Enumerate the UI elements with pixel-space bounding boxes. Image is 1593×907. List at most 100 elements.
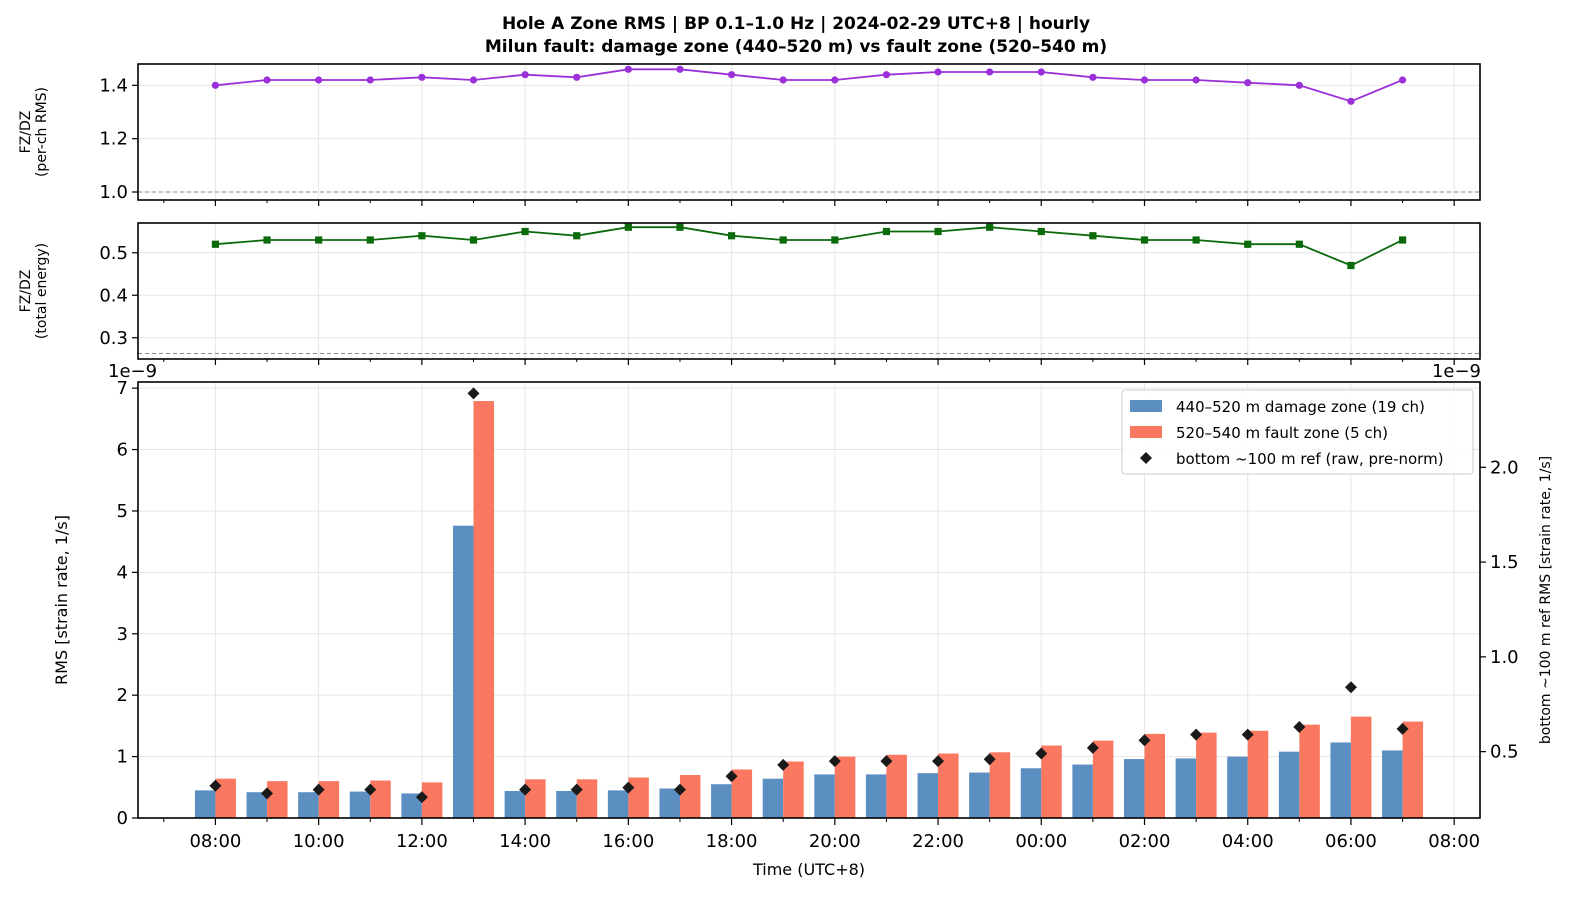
legend-marker-reference	[1140, 452, 1152, 464]
top-panel-point-5	[469, 76, 478, 84]
damage-zone-bar-13	[865, 774, 887, 818]
middle-panel-point-17	[1089, 232, 1097, 240]
fault-zone-bar-18	[1144, 733, 1165, 818]
middle-panel-point-3	[366, 236, 374, 244]
middle-panel-ytick-label-1: 0.4	[99, 285, 128, 306]
damage-zone-bar-3	[349, 791, 371, 818]
top-panel-point-8	[624, 65, 632, 73]
damage-zone-bar-2	[298, 792, 319, 818]
damage-zone-bar-12	[814, 774, 835, 818]
bottom-xtick-label-10: 04:00	[1222, 831, 1274, 852]
reference-point-23	[1396, 722, 1409, 735]
reference-point-13	[880, 755, 893, 768]
middle-panel-point-7	[573, 232, 581, 240]
middle-panel-point-19	[1192, 236, 1200, 244]
middle-panel-point-23	[1398, 236, 1407, 244]
middle-panel-point-10	[727, 232, 736, 240]
middle-panel-point-8	[624, 223, 632, 231]
bottom-ytick-label-7: 7	[117, 378, 128, 399]
damage-zone-bar-16	[1020, 768, 1042, 818]
reference-point-10	[725, 770, 738, 783]
middle-panel-series-line	[215, 226, 1403, 267]
middle-panel-point-2	[315, 236, 323, 244]
reference-point-15	[983, 753, 996, 766]
top-panel-point-10	[727, 71, 736, 79]
middle-panel-frame	[137, 222, 1481, 360]
damage-zone-bar-9	[659, 788, 680, 818]
y-axis-label: RMS [strain rate, 1/s]	[52, 515, 71, 685]
damage-zone-bar-4	[401, 793, 422, 818]
fault-zone-bar-21	[1299, 724, 1320, 818]
middle-panel-point-4	[418, 232, 426, 240]
fault-zone-bar-5	[473, 401, 494, 818]
legend-label-damage-zone: 440–520 m damage zone (19 ch)	[1176, 398, 1425, 416]
legend-box	[1121, 389, 1474, 475]
top-panel-point-13	[882, 71, 891, 79]
top-panel-point-3	[366, 76, 374, 84]
damage-zone-bar-21	[1278, 751, 1300, 818]
x-axis-label: Time (UTC+8)	[752, 860, 865, 879]
damage-zone-bar-22	[1330, 742, 1351, 818]
top-panel-point-4	[418, 73, 426, 81]
damage-zone-bar-19	[1175, 758, 1197, 818]
bottom-xtick-label-1: 10:00	[293, 831, 345, 852]
bottom-xtick-label-2: 12:00	[396, 831, 448, 852]
reference-point-11	[777, 758, 790, 771]
middle-panel-point-16	[1037, 227, 1045, 236]
top-panel-series-line	[215, 68, 1403, 103]
middle-panel-point-12	[831, 236, 839, 244]
middle-panel-point-6	[521, 227, 529, 236]
damage-zone-bar-14	[917, 773, 939, 818]
reference-point-5	[467, 387, 480, 400]
fault-zone-bar-7	[576, 779, 598, 818]
reference-point-7	[570, 783, 583, 796]
fault-zone-bar-4	[421, 782, 443, 818]
left-axis-offset-text: 1e−9	[108, 361, 157, 382]
middle-panel-ytick-label-0: 0.3	[99, 328, 128, 349]
damage-zone-bar-7	[556, 790, 577, 818]
fault-zone-bar-23	[1402, 721, 1424, 818]
chart-title-line-2: Milun fault: damage zone (440–520 m) vs …	[485, 37, 1107, 57]
reference-point-18	[1138, 734, 1151, 747]
bottom-ytick-label-3: 3	[117, 624, 128, 645]
middle-panel-point-11	[779, 236, 787, 244]
fault-zone-bar-8	[628, 777, 649, 818]
bottom-xtick-label-8: 00:00	[1015, 831, 1067, 852]
fault-zone-bar-20	[1247, 730, 1269, 818]
bottom-y2tick-label-0: 0.5	[1490, 742, 1519, 763]
fault-zone-bar-6	[525, 779, 546, 818]
top-panel-point-7	[573, 73, 581, 81]
fault-zone-bar-13	[886, 754, 907, 818]
legend-swatch-fault-zone	[1130, 426, 1162, 438]
bottom-y2tick-label-1: 1.0	[1490, 647, 1519, 668]
legend-label-reference: bottom ~100 m ref (raw, pre-norm)	[1176, 450, 1444, 468]
damage-zone-bar-18	[1124, 759, 1145, 818]
legend-swatch-damage-zone	[1130, 400, 1162, 412]
top-panel-point-21	[1295, 81, 1303, 89]
top-panel-point-22	[1347, 97, 1355, 105]
bottom-ytick-label-5: 5	[117, 501, 128, 522]
damage-zone-bar-20	[1227, 756, 1248, 818]
damage-zone-bar-15	[969, 772, 990, 818]
reference-point-1	[261, 787, 274, 800]
middle-panel-point-15	[986, 223, 994, 231]
reference-point-4	[415, 791, 428, 804]
top-panel-point-2	[315, 76, 323, 84]
reference-point-17	[1086, 741, 1099, 754]
bottom-xtick-label-3: 14:00	[499, 831, 551, 852]
top-panel-ylabel: FZ/DZ(per-ch RMS)	[18, 87, 50, 177]
reference-point-6	[519, 783, 532, 796]
damage-zone-bar-1	[246, 792, 268, 818]
damage-zone-bar-5	[453, 525, 474, 818]
damage-zone-bar-8	[607, 790, 629, 818]
middle-panel-point-18	[1140, 236, 1149, 244]
fault-zone-bar-0	[215, 778, 236, 818]
bottom-y2tick-label-2: 1.5	[1490, 552, 1519, 573]
fault-zone-bar-22	[1350, 716, 1372, 818]
damage-zone-bar-6	[504, 790, 526, 818]
middle-panel-ytick-label-2: 0.5	[99, 243, 128, 264]
bottom-xtick-label-4: 16:00	[602, 831, 654, 852]
middle-panel-point-0	[211, 240, 220, 248]
bottom-y2tick-label-3: 2.0	[1490, 457, 1519, 478]
